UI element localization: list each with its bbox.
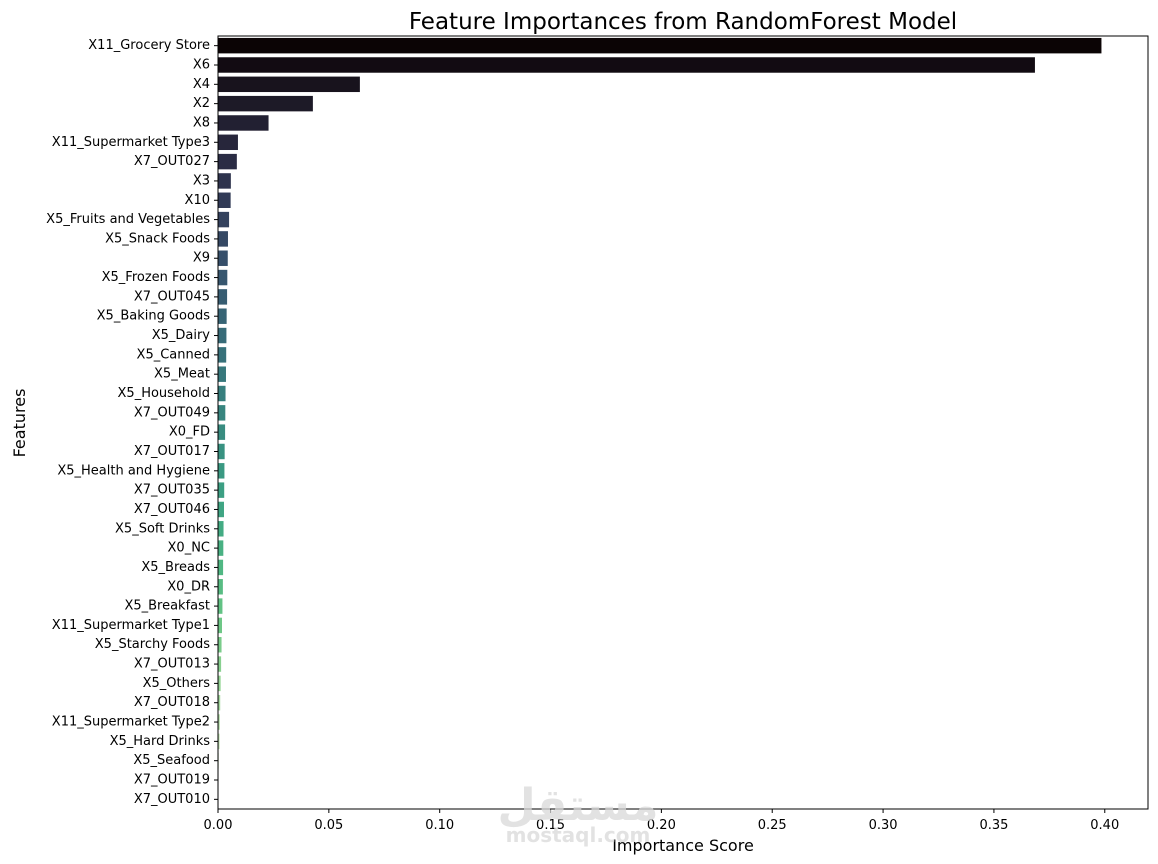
- watermark-latin: mostaql.com: [506, 823, 651, 847]
- bar: [218, 598, 223, 614]
- bar: [218, 579, 223, 595]
- watermark: مستقل mostaql.com: [498, 780, 659, 847]
- x-tick-label: 0.25: [758, 818, 787, 833]
- y-tick-label: X5_Seafood: [133, 753, 210, 768]
- y-tick-label: X5_Starchy Foods: [95, 637, 210, 652]
- chart-title: Feature Importances from RandomForest Mo…: [409, 9, 957, 35]
- bar: [218, 675, 221, 692]
- y-tick-label: X7_OUT010: [134, 792, 210, 807]
- y-tick-label: X7_OUT017: [134, 444, 210, 459]
- y-tick-label: X3: [193, 173, 210, 188]
- y-tick-label: X10: [185, 193, 210, 208]
- y-tick-label: X7_OUT027: [134, 154, 210, 169]
- bar: [218, 327, 227, 344]
- bar: [218, 714, 220, 730]
- bar: [218, 385, 226, 402]
- y-tick-label: X11_Supermarket Type1: [52, 618, 210, 633]
- y-tick-label: X7_OUT035: [134, 483, 210, 498]
- bar: [218, 617, 222, 634]
- bar: [218, 347, 227, 363]
- bar: [218, 173, 231, 189]
- y-tick-label: X11_Supermarket Type3: [52, 135, 210, 150]
- bar: [218, 366, 226, 382]
- bar: [218, 211, 230, 228]
- bar: [218, 656, 222, 672]
- x-tick-label: 0.10: [425, 818, 454, 833]
- bar: [218, 231, 228, 247]
- y-tick-label: X5_Fruits and Vegetables: [46, 212, 210, 227]
- y-tick-label: X5_Dairy: [152, 328, 211, 343]
- bar: [218, 424, 226, 440]
- y-tick-label: X5_Breakfast: [124, 599, 210, 614]
- x-tick-label: 0.00: [204, 818, 233, 833]
- y-tick-label: X5_Health and Hygiene: [57, 463, 210, 478]
- watermark-arabic: مستقل: [498, 780, 659, 831]
- y-tick-label: X7_OUT013: [134, 657, 210, 672]
- bar: [218, 134, 238, 151]
- x-tick-label: 0.40: [1090, 818, 1119, 833]
- bar: [218, 694, 221, 711]
- y-tick-label: X0_FD: [169, 425, 210, 440]
- y-tick-label: X2: [193, 96, 210, 111]
- bar: [218, 637, 222, 653]
- y-tick-label: X7_OUT046: [134, 502, 210, 517]
- bar: [218, 76, 360, 93]
- bar: [218, 443, 225, 460]
- y-tick-label: X0_DR: [167, 579, 210, 594]
- plot-frame: [217, 35, 1149, 810]
- y-tick-label: X7_OUT018: [134, 695, 210, 710]
- y-tick-label: X7_OUT049: [134, 405, 210, 420]
- y-tick-label: X5_Breads: [141, 560, 210, 575]
- y-axis-title: Features: [10, 389, 29, 458]
- bars-layer: [218, 37, 1102, 808]
- y-tick-label: X4: [193, 77, 210, 92]
- x-tick-label: 0.30: [869, 818, 898, 833]
- y-tick-label: X6: [193, 57, 210, 72]
- x-axis-title: Importance Score: [612, 836, 754, 855]
- y-tick-label: X5_Frozen Foods: [102, 270, 211, 285]
- bar: [218, 95, 313, 112]
- y-tick-label: X7_OUT045: [134, 289, 210, 304]
- y-tick-label: X5_Snack Foods: [105, 231, 210, 246]
- x-axis-ticks: 0.00 0.05 0.10 0.15 0.20 0.25 0.30 0.35 0.40: [204, 809, 1119, 833]
- x-tick-label: 0.15: [536, 818, 565, 833]
- bar: [218, 405, 226, 421]
- y-tick-label: X5_Canned: [137, 347, 210, 362]
- y-tick-label: X7_OUT019: [134, 773, 210, 788]
- y-tick-label: X5_Soft Drinks: [115, 521, 210, 536]
- y-tick-label: X5_Meat: [154, 367, 210, 382]
- y-axis-ticks: X11_Grocery Store X6 X4 X2 X8 X11_Supermarket…: [46, 38, 218, 807]
- y-tick-label: X0_NC: [168, 541, 210, 556]
- y-tick-label: X9: [193, 251, 210, 266]
- bar: [218, 269, 228, 286]
- bar: [218, 57, 1035, 73]
- bar: [218, 289, 228, 305]
- y-tick-label: X5_Baking Goods: [97, 309, 211, 324]
- y-tick-label: X5_Household: [118, 386, 210, 401]
- x-tick-label: 0.05: [314, 818, 343, 833]
- y-tick-label: X5_Others: [143, 676, 211, 691]
- bar: [218, 192, 231, 208]
- bar: [218, 521, 224, 537]
- x-tick-label: 0.35: [979, 818, 1008, 833]
- bar: [218, 733, 220, 750]
- y-tick-label: X8: [193, 115, 210, 130]
- bar: [218, 250, 228, 266]
- y-tick-label: X5_Hard Drinks: [110, 734, 211, 749]
- bar: [218, 308, 227, 324]
- bar: [218, 559, 224, 576]
- bar: [218, 482, 225, 498]
- y-tick-label: X11_Supermarket Type2: [52, 715, 210, 730]
- bar: [218, 153, 237, 170]
- x-tick-label: 0.20: [647, 818, 676, 833]
- bar: [218, 463, 225, 479]
- bar: [218, 501, 224, 518]
- bar: [218, 37, 1102, 54]
- bar: [218, 540, 224, 556]
- y-tick-label: X11_Grocery Store: [88, 38, 210, 53]
- bar: [218, 115, 269, 131]
